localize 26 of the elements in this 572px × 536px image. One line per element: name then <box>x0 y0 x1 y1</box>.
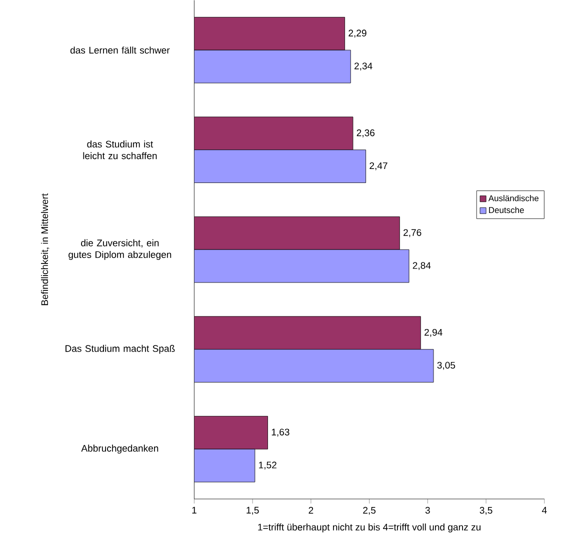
legend-label: Ausländische <box>488 195 538 202</box>
x-tick-label: 4 <box>542 507 547 514</box>
data-label: 2,76 <box>404 229 422 238</box>
data-label: 2,36 <box>356 130 375 138</box>
y-tick-label: die Zuversicht, ein gutes Diplom abzulegen <box>68 240 172 260</box>
x-tick-label: 2 <box>308 507 314 514</box>
data-label: 1,63 <box>272 428 290 437</box>
data-label: 2,84 <box>412 262 431 270</box>
data-label: 2,34 <box>354 62 372 71</box>
data-label: 2,47 <box>370 162 388 170</box>
legend-label: Deutsche <box>489 207 524 214</box>
data-label: 1,52 <box>259 462 276 470</box>
x-tick-label: 3 <box>425 507 430 514</box>
y-axis-title: Befindlichkeit, in Mittelwert <box>41 194 50 306</box>
y-tick-label: Das Studium macht Spaß <box>66 345 175 354</box>
x-tick-label: 3,5 <box>480 507 492 515</box>
data-label: 2,29 <box>348 30 366 38</box>
y-tick-label: das Lernen fällt schwer <box>70 46 170 54</box>
data-label: 3,05 <box>437 362 456 370</box>
y-tick-label: Abbruchgedanken <box>81 444 158 454</box>
x-tick-label: 2,5 <box>363 507 376 515</box>
x-tick-label: 1,5 <box>246 507 259 515</box>
data-label: 2,94 <box>424 329 442 338</box>
y-tick-label: das Studium ist leicht zu schaffen <box>83 140 157 160</box>
x-axis-title: 1=trifft überhaupt nicht zu bis 4=trifft voll und ganz zu <box>258 524 480 533</box>
x-tick-label: 1 <box>192 507 196 514</box>
